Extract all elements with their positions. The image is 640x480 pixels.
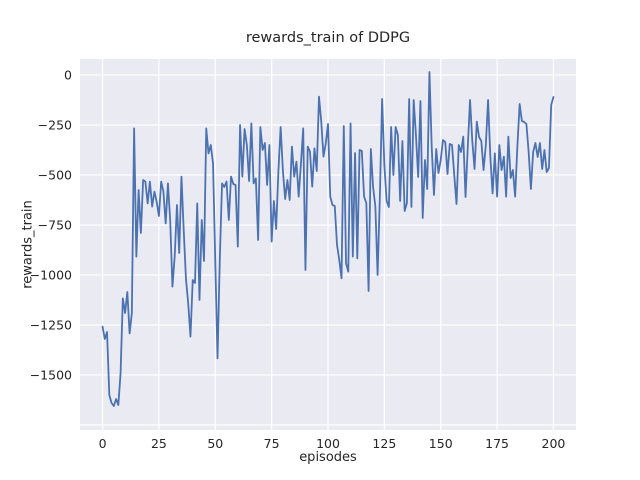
- x-tick-label: 50: [207, 436, 223, 451]
- y-tick-label: −1250: [30, 318, 72, 333]
- y-axis-label: rewards_train: [20, 200, 36, 289]
- x-tick-label: 0: [99, 436, 107, 451]
- y-tick-label: −1000: [30, 268, 72, 283]
- x-tick-label: 200: [542, 436, 566, 451]
- x-tick-label: 100: [316, 436, 340, 451]
- x-tick-label: 150: [429, 436, 453, 451]
- line-series: [101, 71, 555, 407]
- y-tick-label: −1500: [30, 368, 72, 383]
- y-tick-label: −250: [38, 118, 72, 133]
- y-tick-label: −500: [38, 168, 72, 183]
- y-tick-label: −750: [38, 218, 72, 233]
- y-tick-label: 0: [64, 68, 72, 83]
- x-tick-label: 75: [264, 436, 280, 451]
- x-axis-label: episodes: [299, 450, 357, 465]
- chart-title: rewards_train of DDPG: [245, 30, 411, 46]
- x-tick-label: 175: [485, 436, 509, 451]
- x-tick-label: 125: [372, 436, 396, 451]
- x-tick-label: 25: [151, 436, 167, 451]
